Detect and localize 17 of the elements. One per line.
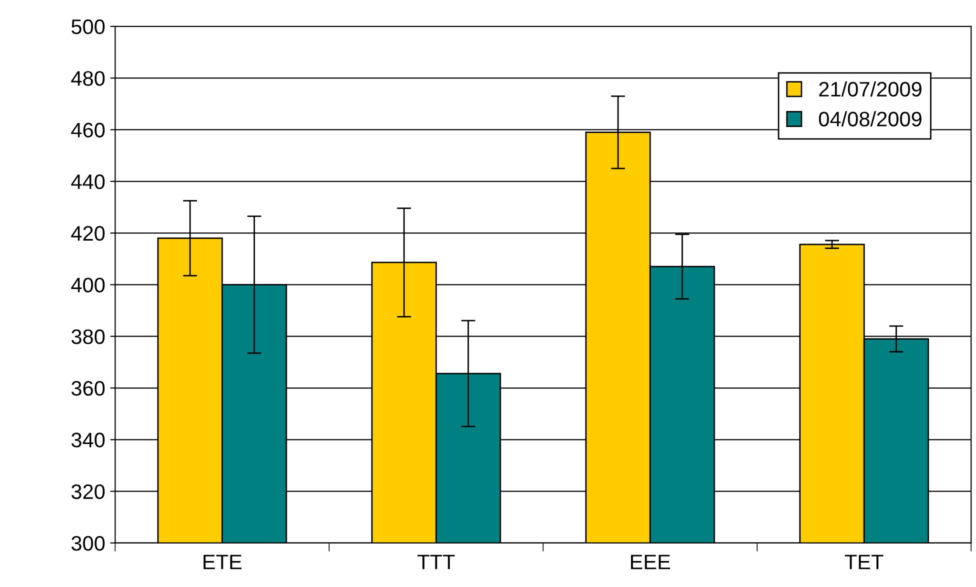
y-tick-label: 340 — [71, 432, 105, 448]
y-tick-label: 500 — [72, 19, 105, 34]
legend-label: 04/08/2009 — [818, 111, 922, 126]
y-tick-label: 380 — [71, 329, 105, 344]
x-tick-label: ETE — [204, 554, 242, 570]
y-tick-label: 360 — [71, 381, 105, 396]
x-tick-label: EEE — [631, 554, 670, 570]
legend-label: 21/07/2009 — [819, 81, 922, 97]
y-tick-label: 460 — [71, 122, 105, 138]
x-tick-label: TET — [844, 554, 884, 570]
y-tick-label: 420 — [71, 226, 105, 241]
y-tick-label: 300 — [71, 536, 105, 551]
y-tick-label: 400 — [71, 278, 105, 292]
y-tick-label: 480 — [71, 71, 105, 86]
y-tick-label: 440 — [71, 174, 105, 190]
x-tick-label: TTT — [418, 554, 455, 570]
y-tick-label: 320 — [71, 484, 105, 500]
